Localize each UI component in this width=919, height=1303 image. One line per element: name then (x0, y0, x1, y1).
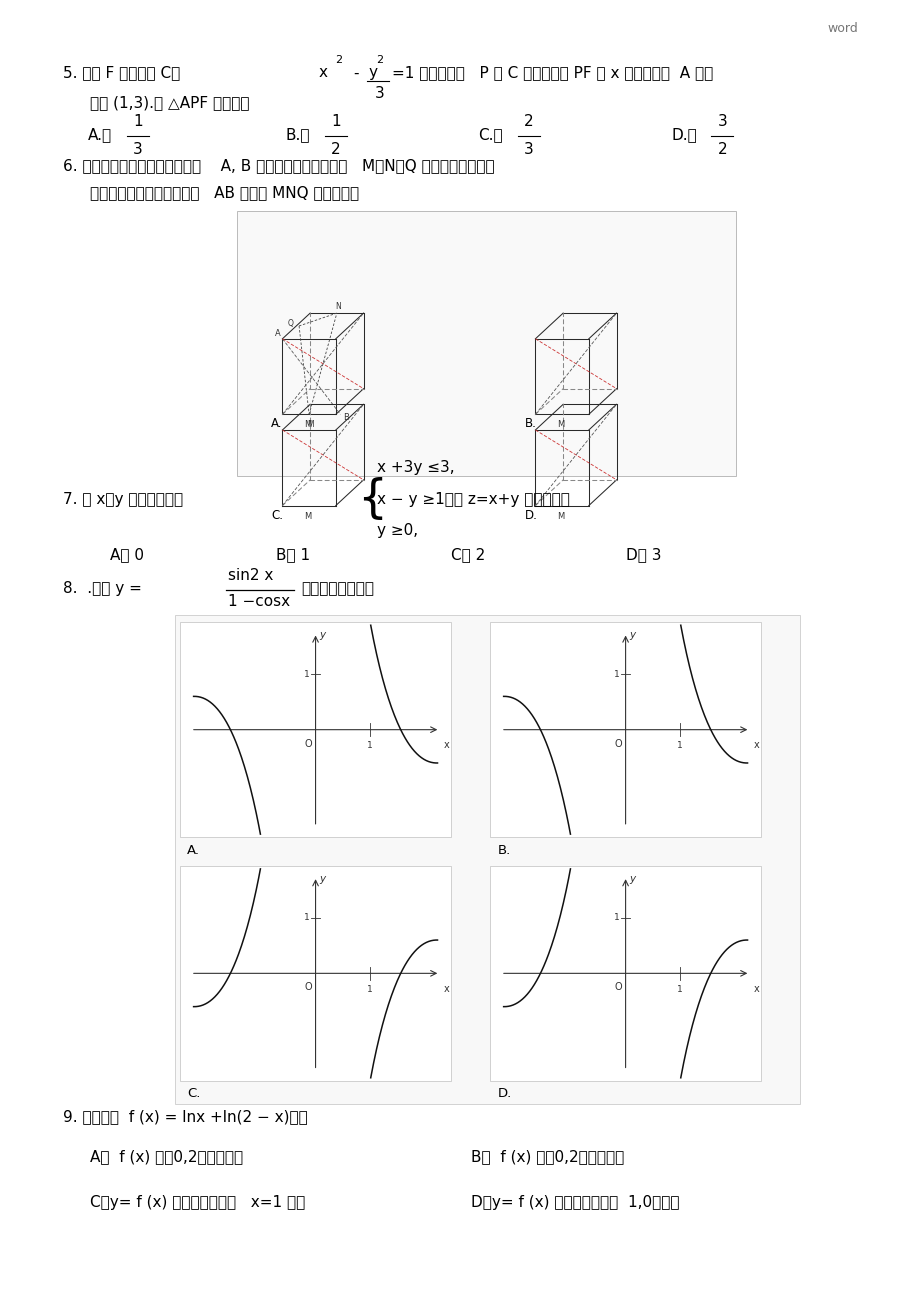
Text: 1: 1 (133, 113, 142, 129)
Text: O: O (614, 982, 621, 993)
Text: 7. 设 x，y 满足约束条件: 7. 设 x，y 满足约束条件 (62, 491, 183, 507)
Text: 1 −cosx: 1 −cosx (228, 594, 290, 610)
Text: O: O (304, 739, 312, 749)
Text: x +3y ≤3,: x +3y ≤3, (377, 460, 454, 476)
Text: x: x (754, 984, 759, 994)
Text: M: M (307, 421, 313, 430)
Text: 则在这四个正方体中，直接   AB 与平面 MNQ 不平行的是: 则在这四个正方体中，直接 AB 与平面 MNQ 不平行的是 (90, 185, 359, 201)
Text: D.: D. (497, 1087, 511, 1100)
Text: 5. 已知 F 是双曲线 C：: 5. 已知 F 是双曲线 C： (62, 65, 179, 81)
Text: M: M (557, 421, 564, 430)
Text: C.: C. (187, 1087, 200, 1100)
Text: x − y ≥1，则 z=x+y 的最大値为: x − y ≥1，则 z=x+y 的最大値为 (377, 491, 570, 507)
Text: x: x (444, 740, 449, 751)
Text: 3: 3 (717, 113, 726, 129)
Text: word: word (827, 22, 857, 35)
Text: y: y (629, 631, 635, 640)
Text: A．  f (x) 在（0,2）单调递增: A． f (x) 在（0,2）单调递增 (90, 1149, 243, 1165)
Text: M: M (557, 512, 564, 521)
Text: y: y (369, 65, 378, 81)
Text: 1: 1 (304, 670, 310, 679)
Text: C.: C. (271, 508, 283, 521)
Bar (180, 623, 451, 838)
Text: 1: 1 (614, 670, 619, 679)
Text: y: y (319, 873, 325, 883)
Bar (180, 865, 451, 1081)
Text: x: x (444, 984, 449, 994)
Text: -: - (353, 65, 358, 81)
Text: y: y (319, 631, 325, 640)
Text: B． 1: B． 1 (276, 547, 310, 563)
Text: M: M (304, 421, 312, 430)
Text: N: N (335, 302, 340, 311)
Text: 2: 2 (524, 113, 533, 129)
Text: 1: 1 (367, 741, 372, 751)
Text: 1: 1 (331, 113, 340, 129)
Bar (175, 615, 800, 1104)
Text: {: { (357, 477, 387, 521)
Text: A.: A. (187, 844, 200, 856)
Text: B．  f (x) 在（0,2）单调递减: B． f (x) 在（0,2）单调递减 (471, 1149, 624, 1165)
Bar (490, 865, 761, 1081)
Text: 1: 1 (304, 913, 310, 923)
Text: D．y= f (x) 的图像关于点（  1,0）对称: D．y= f (x) 的图像关于点（ 1,0）对称 (471, 1195, 679, 1210)
Text: O: O (614, 739, 621, 749)
Text: 3: 3 (524, 142, 533, 158)
Text: M: M (304, 512, 312, 521)
Text: 标是 (1,3).则 △APF 的面积为: 标是 (1,3).则 △APF 的面积为 (90, 95, 249, 111)
Text: 2: 2 (335, 55, 342, 65)
Text: C．y= f (x) 的图像关于直线   x=1 对称: C．y= f (x) 的图像关于直线 x=1 对称 (90, 1195, 305, 1210)
Text: A． 0: A． 0 (110, 547, 144, 563)
Text: A: A (275, 330, 280, 339)
Text: x: x (754, 740, 759, 751)
Text: 1: 1 (614, 913, 619, 923)
Text: B.: B. (524, 417, 536, 430)
Text: 3: 3 (133, 142, 142, 158)
Text: C． 2: C． 2 (450, 547, 484, 563)
Text: 9. 已知函数  f (x) = lnx +ln(2 − x)，则: 9. 已知函数 f (x) = lnx +ln(2 − x)，则 (62, 1109, 307, 1124)
Text: A.: A. (87, 126, 111, 142)
Text: D.: D. (671, 126, 697, 142)
Text: 8.  .函数 y =: 8. .函数 y = (62, 581, 142, 597)
Text: y ≥0,: y ≥0, (377, 523, 418, 538)
Text: 1: 1 (676, 741, 682, 751)
Text: Q: Q (288, 319, 293, 328)
Text: B: B (343, 413, 348, 422)
Text: B.: B. (497, 844, 510, 856)
Bar (237, 211, 735, 476)
Text: O: O (304, 982, 312, 993)
Text: sin2 x: sin2 x (228, 568, 273, 584)
Text: D.: D. (524, 508, 537, 521)
Text: D． 3: D． 3 (625, 547, 661, 563)
Text: 2: 2 (376, 55, 383, 65)
Text: A.: A. (271, 417, 283, 430)
Text: 3: 3 (374, 86, 384, 102)
Text: 的部分图像大致为: 的部分图像大致为 (301, 581, 373, 597)
Text: x: x (318, 65, 327, 81)
Text: C.: C. (478, 126, 503, 142)
Text: 2: 2 (717, 142, 726, 158)
Text: 1: 1 (367, 985, 372, 994)
Text: 2: 2 (331, 142, 340, 158)
Text: y: y (629, 873, 635, 883)
Text: 1: 1 (676, 985, 682, 994)
Text: =1 的右焦点，   P 是 C 上一点，且 PF 与 x 轴垂直，点  A 的坐: =1 的右焦点， P 是 C 上一点，且 PF 与 x 轴垂直，点 A 的坐 (391, 65, 712, 81)
Text: 6. 如图，在下列四个正方体中，    A, B 为正方体的两个顶点，   M，N，Q 为所在棱的中点，: 6. 如图，在下列四个正方体中， A, B 为正方体的两个顶点， M，N，Q 为… (62, 158, 494, 173)
Bar (490, 623, 761, 838)
Text: B.: B. (285, 126, 310, 142)
